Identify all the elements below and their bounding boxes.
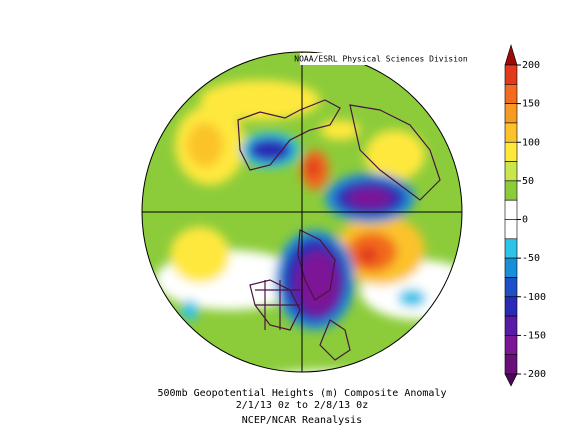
colorbar-segment	[504, 296, 518, 317]
colorbar-segment	[504, 141, 518, 162]
colorbar-segment	[504, 64, 518, 85]
colorbar-segment	[504, 219, 518, 240]
colorbar-segment	[504, 315, 518, 336]
colorbar: 200 150 100 50 0 -50 -100 -150 -200	[504, 43, 546, 387]
colorbar-tick-label: 0	[522, 215, 528, 226]
colorbar-segment	[504, 257, 518, 278]
colorbar-segment	[504, 277, 518, 298]
colorbar-segment	[504, 180, 518, 201]
credit: NOAA/ESRL Physical Sciences Division	[294, 55, 468, 64]
credit-box	[300, 53, 462, 65]
colorbar-segment	[504, 354, 518, 375]
colorbar-segment	[504, 199, 518, 220]
colorbar-segment	[504, 122, 518, 143]
colorbar-arrow	[504, 43, 518, 66]
colorbar-segment	[504, 335, 518, 355]
caption-title: 500mb Geopotential Heights (m) Composite…	[158, 388, 447, 399]
colorbar-tick-label: -200	[522, 369, 546, 380]
colorbar-tick-label: -50	[522, 253, 540, 264]
colorbar-arrow	[504, 373, 518, 387]
map	[142, 52, 462, 372]
colorbar-tick-label: 150	[522, 99, 540, 110]
colorbar-tick-label: 50	[522, 176, 534, 187]
caption-source: NCEP/NCAR Reanalysis	[242, 415, 362, 426]
colorbar-segment	[504, 103, 518, 124]
colorbar-tick-label: 100	[522, 137, 540, 148]
caption-dates: 2/1/13 0z to 2/8/13 0z	[236, 400, 368, 411]
colorbar-segment	[504, 161, 518, 182]
colorbar-tick-label: 200	[522, 60, 540, 71]
colorbar-segment	[504, 84, 518, 104]
colorbar-segment	[504, 238, 518, 259]
colorbar-tick-label: -100	[522, 292, 546, 303]
colorbar-tick-label: -150	[522, 330, 546, 341]
